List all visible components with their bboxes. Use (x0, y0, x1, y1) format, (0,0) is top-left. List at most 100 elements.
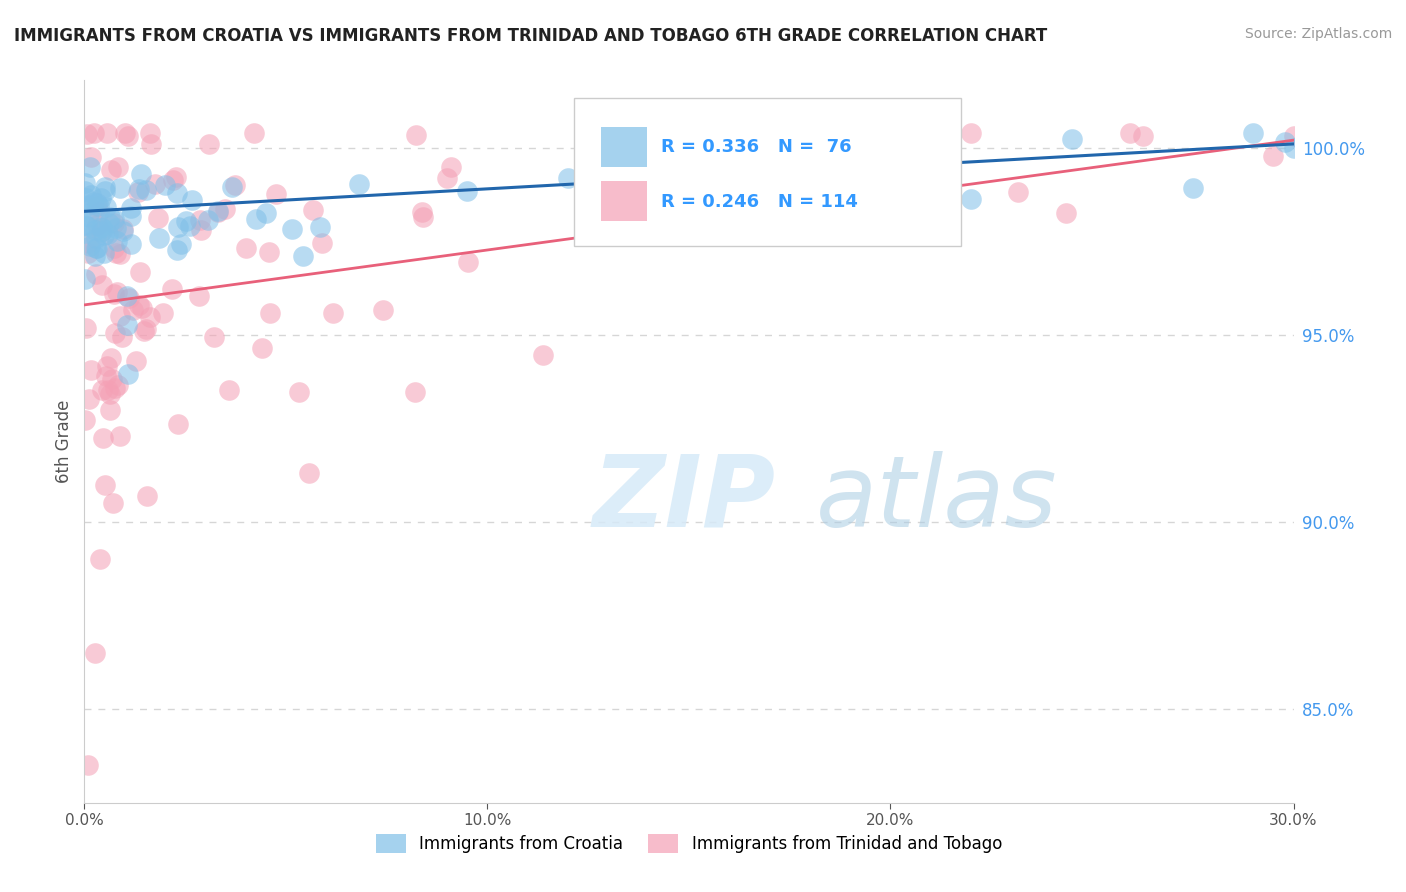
Point (207, 205, 229, 219)
Point (75, 226, 97, 240)
Point (1054, 206, 1077, 220)
Point (202, 330, 225, 344)
Point (97, 227, 120, 241)
Point (100, 351, 122, 365)
Point (120, 201, 142, 215)
Point (531, 348, 554, 362)
Text: R = 0.246   N = 114: R = 0.246 N = 114 (661, 193, 858, 211)
Point (221, 179, 243, 194)
Point (1241, 126, 1264, 140)
Point (117, 129, 139, 144)
Point (190, 223, 212, 237)
Point (139, 310, 162, 325)
Point (456, 184, 478, 198)
Point (108, 309, 131, 323)
Point (166, 244, 188, 258)
Y-axis label: 6th Grade: 6th Grade (55, 400, 73, 483)
Point (457, 255, 479, 269)
Point (115, 318, 138, 333)
Point (214, 202, 236, 216)
Point (103, 287, 125, 301)
Point (859, 161, 882, 176)
Legend: Immigrants from Croatia, Immigrants from Trinidad and Tobago: Immigrants from Croatia, Immigrants from… (370, 827, 1008, 860)
Point (411, 204, 433, 219)
Point (107, 160, 129, 174)
Point (595, 127, 617, 141)
Point (440, 160, 463, 174)
Point (111, 330, 134, 344)
Point (121, 236, 143, 251)
Point (1181, 181, 1204, 195)
Point (86, 199, 108, 213)
Point (135, 489, 157, 503)
Point (125, 353, 148, 368)
Point (91, 383, 114, 397)
Point (75, 184, 97, 198)
Point (111, 222, 134, 236)
Text: R = 0.336   N =  76: R = 0.336 N = 76 (661, 138, 852, 156)
Point (90, 220, 112, 235)
Point (84, 248, 107, 262)
Point (96, 368, 118, 383)
Point (98, 210, 121, 224)
Point (1282, 128, 1305, 143)
Point (349, 178, 371, 192)
Point (76, 245, 98, 260)
Point (89, 198, 111, 212)
Point (94, 477, 117, 491)
Point (134, 324, 156, 338)
Point (97, 216, 120, 230)
Point (84, 646, 107, 660)
Point (120, 209, 142, 223)
Text: IMMIGRANTS FROM CROATIA VS IMMIGRANTS FROM TRINIDAD AND TOBAGO 6TH GRADE CORRELA: IMMIGRANTS FROM CROATIA VS IMMIGRANTS FR… (14, 27, 1047, 45)
Point (90, 224, 112, 238)
Point (697, 151, 720, 165)
Point (763, 126, 786, 140)
Point (190, 213, 212, 227)
Point (135, 183, 157, 197)
Point (98, 387, 121, 401)
Point (187, 289, 209, 303)
Point (198, 137, 221, 152)
Point (162, 173, 184, 187)
Text: atlas: atlas (815, 450, 1057, 548)
Point (84, 231, 107, 245)
Point (129, 265, 152, 279)
Point (131, 301, 153, 315)
Text: ZIP: ZIP (592, 450, 775, 548)
Point (103, 212, 125, 227)
Point (84, 223, 107, 237)
Point (75, 321, 97, 335)
Point (104, 221, 127, 235)
Point (89, 552, 111, 566)
Point (821, 126, 844, 140)
Point (197, 213, 219, 227)
Point (110, 181, 132, 195)
Point (108, 247, 131, 261)
Point (128, 298, 150, 312)
Point (799, 190, 821, 204)
Point (75, 413, 97, 427)
Point (104, 245, 127, 260)
Point (91, 431, 114, 445)
Point (75, 272, 97, 286)
Point (77, 198, 100, 212)
FancyBboxPatch shape (600, 128, 647, 167)
Point (148, 231, 170, 245)
Point (280, 222, 302, 236)
Point (89, 205, 111, 219)
Point (75, 176, 97, 190)
Point (86, 241, 108, 255)
Point (1060, 132, 1083, 146)
Point (117, 367, 139, 381)
Point (243, 126, 266, 140)
Point (104, 326, 127, 340)
Point (77, 392, 100, 407)
Point (93, 228, 115, 243)
Point (77, 210, 100, 224)
Point (86, 218, 108, 232)
Point (557, 170, 579, 185)
Point (79, 187, 101, 202)
Point (250, 341, 273, 355)
Point (96, 359, 118, 373)
